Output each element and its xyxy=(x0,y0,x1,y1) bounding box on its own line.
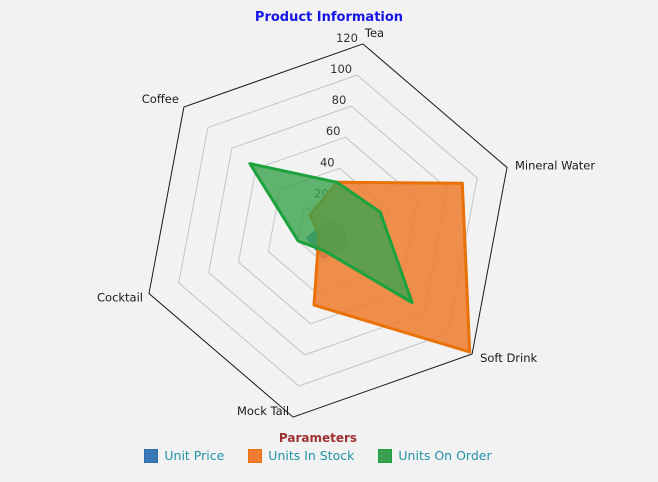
radial-tick-label: 100 xyxy=(330,62,352,76)
category-label-cocktail: Cocktail xyxy=(97,291,143,305)
legend-block: Parameters Unit Price Units In Stock Units… xyxy=(0,431,636,463)
legend-label: Unit Price xyxy=(164,448,225,463)
radar-outer-ring xyxy=(148,43,508,418)
legend-swatch-icon xyxy=(144,448,159,463)
radial-tick-label: 120 xyxy=(336,31,358,45)
legend-label: Units On Order xyxy=(398,448,492,463)
legend-item-units-on-order[interactable]: Units On Order xyxy=(378,448,492,463)
chart-title: Product Information xyxy=(254,10,404,25)
radial-tick-label: 40 xyxy=(320,155,335,169)
radial-tick-label: 60 xyxy=(326,124,341,138)
category-label-tea: Tea xyxy=(364,26,384,40)
category-label-mock-tail: Mock Tail xyxy=(237,404,289,418)
legend-item-unit-price[interactable]: Unit Price xyxy=(144,448,224,463)
legend-title: Parameters xyxy=(278,431,358,445)
legend: Unit Price Units In Stock Units On Order xyxy=(0,448,636,463)
legend-item-units-in-stock[interactable]: Units In Stock xyxy=(248,448,354,463)
legend-swatch-icon xyxy=(248,448,263,463)
category-label-soft-drink: Soft Drink xyxy=(480,351,537,365)
radial-tick-label: 80 xyxy=(332,93,347,107)
series-polygon-units-on-order xyxy=(248,162,414,305)
category-label-coffee: Coffee xyxy=(142,92,179,106)
legend-label: Units In Stock xyxy=(268,448,355,463)
category-label-mineral-water: Mineral Water xyxy=(515,159,595,173)
radar-grid-ring xyxy=(178,74,478,387)
legend-swatch-icon xyxy=(378,448,393,463)
